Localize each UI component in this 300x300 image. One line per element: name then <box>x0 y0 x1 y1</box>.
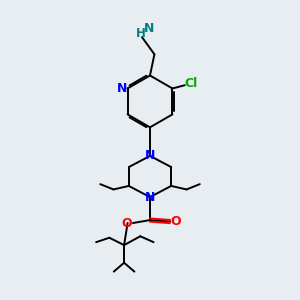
Text: N: N <box>144 22 154 35</box>
Text: N: N <box>117 82 128 95</box>
Text: N: N <box>145 190 155 204</box>
Text: Cl: Cl <box>184 77 197 90</box>
Text: H: H <box>136 27 146 40</box>
Text: O: O <box>171 215 181 228</box>
Text: N: N <box>145 149 155 162</box>
Text: O: O <box>122 217 132 230</box>
